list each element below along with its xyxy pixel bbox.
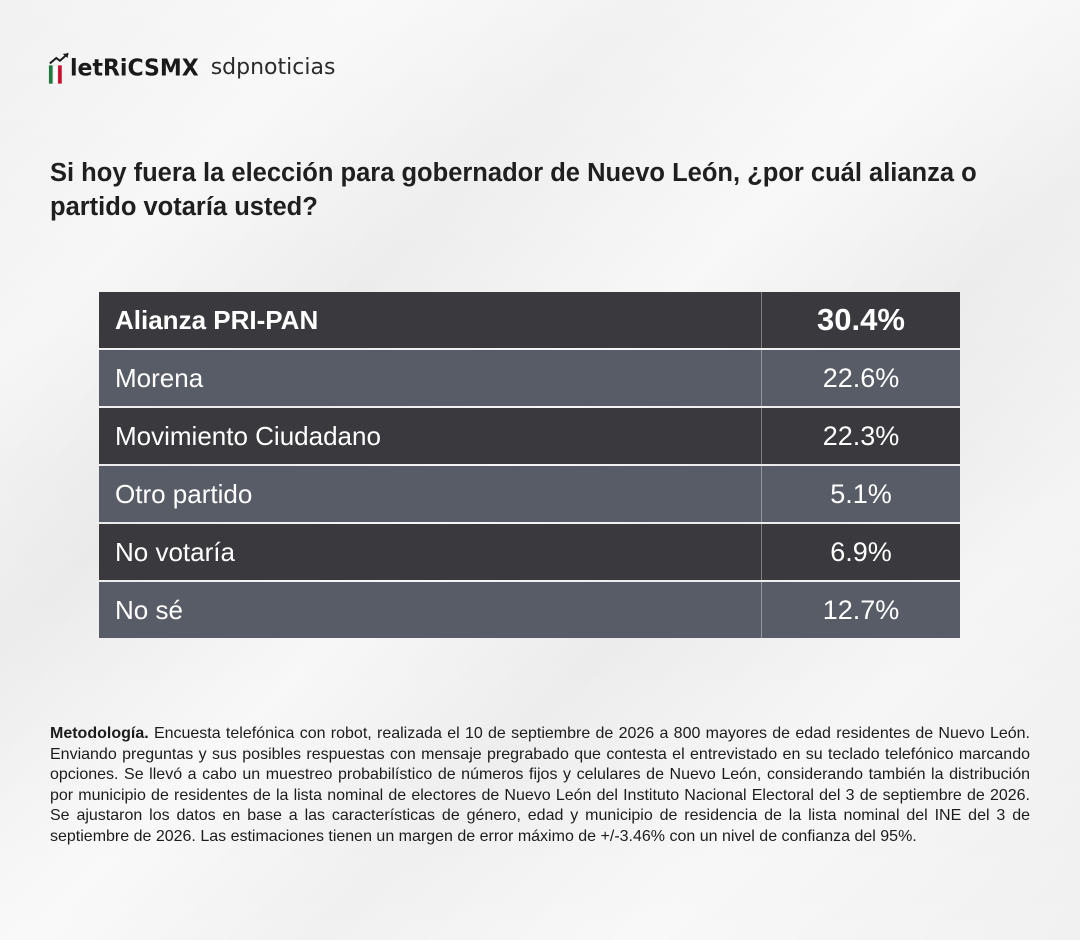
methodology-note: Metodología. Encuesta telefónica con rob…: [50, 724, 1030, 847]
party-label: Otro partido: [99, 466, 762, 522]
methodology-heading: Metodología.: [50, 725, 149, 742]
brand-header: letRiCSMX sdpnoticias: [48, 48, 335, 88]
vote-percentage: 6.9%: [830, 536, 892, 567]
table-row: No sé 12.7%: [99, 582, 960, 638]
party-label: Alianza PRI-PAN: [99, 292, 762, 348]
vote-percentage: 30.4%: [817, 302, 905, 337]
table-row: Movimiento Ciudadano 22.3%: [99, 408, 960, 464]
party-label: Movimiento Ciudadano: [99, 408, 762, 464]
table-row: No votaría 6.9%: [99, 524, 960, 580]
table-row: Otro partido 5.1%: [99, 466, 960, 522]
vote-percentage: 5.1%: [830, 478, 892, 509]
sdpnoticias-logo: sdpnoticias: [210, 55, 336, 80]
table-row: Morena 22.6%: [99, 350, 960, 406]
methodology-body: Encuesta telefónica con robot, realizada…: [50, 725, 1030, 845]
results-table: Alianza PRI-PAN 30.4% Morena 22.6% Movimient…: [99, 292, 960, 638]
party-label: No sé: [99, 582, 762, 638]
metricsmx-logo-mark-icon: [48, 52, 69, 84]
table-row: Alianza PRI-PAN 30.4%: [99, 292, 960, 348]
metricsmx-logo: letRiCSMX: [48, 50, 199, 86]
survey-question: Si hoy fuera la elección para gobernador…: [50, 159, 977, 221]
vote-percentage: 22.3%: [822, 420, 900, 451]
vote-percentage: 22.6%: [822, 362, 900, 393]
party-label: Morena: [99, 350, 762, 406]
party-label: No votaría: [99, 524, 762, 580]
vote-percentage: 12.7%: [822, 594, 900, 625]
metricsmx-logo-text: letRiCSMX: [70, 55, 199, 82]
